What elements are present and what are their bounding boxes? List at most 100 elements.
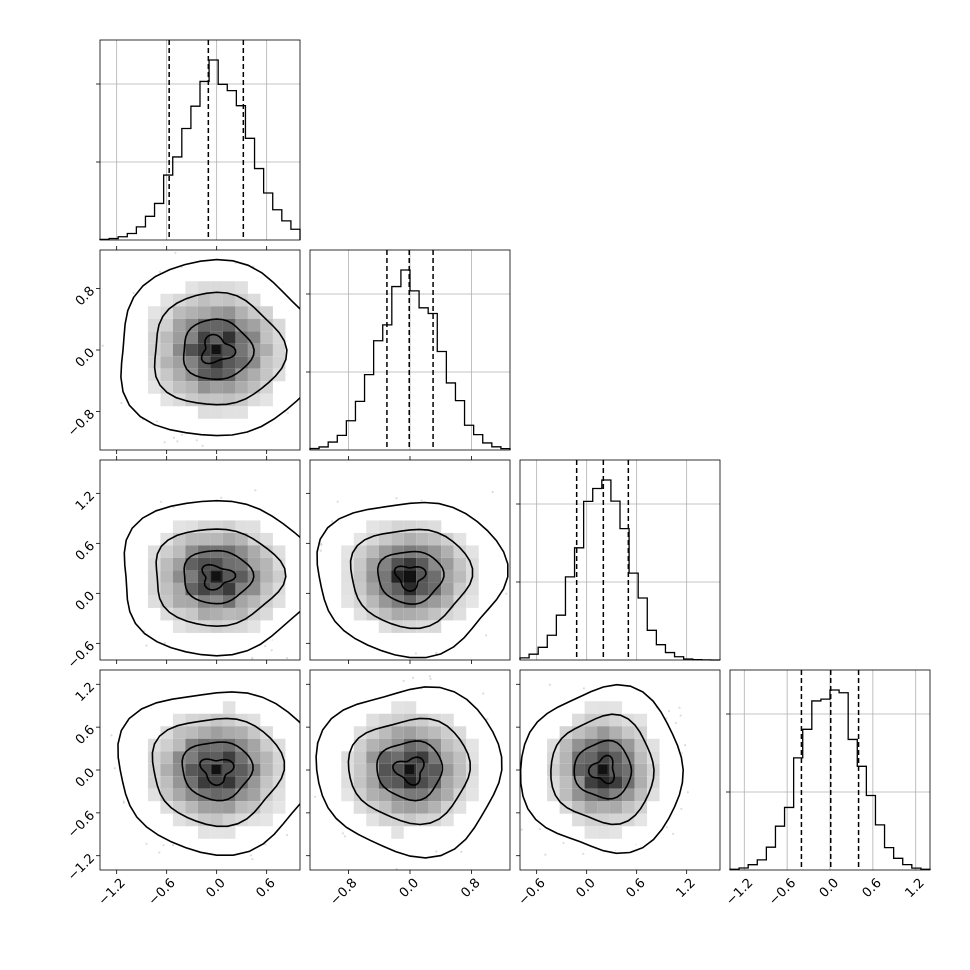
density-bin [260, 381, 273, 394]
density-bin [160, 532, 173, 546]
density-bin [235, 582, 248, 596]
histogram-steps [519, 479, 721, 661]
density-bin [172, 570, 186, 583]
density-bin [172, 331, 186, 344]
density-bin [260, 356, 273, 369]
contour-level-4 [199, 758, 235, 787]
density-bin [416, 620, 429, 633]
density-bin [272, 331, 286, 344]
density-bin [197, 726, 211, 739]
sample-point [303, 810, 305, 812]
sample-point [303, 355, 305, 357]
density-bin [160, 343, 173, 357]
density-bin [247, 331, 261, 344]
density-bin [235, 607, 248, 621]
density-bin [353, 532, 367, 546]
density-bin [366, 595, 379, 608]
density-bin [272, 763, 286, 777]
density-bin [160, 545, 173, 558]
density-bin [185, 801, 198, 814]
sample-point [172, 436, 175, 439]
density-bin [210, 393, 223, 407]
density-bin [441, 595, 454, 608]
density-bin [222, 406, 236, 419]
density-bin [416, 520, 429, 533]
density-bin [441, 557, 454, 571]
density-bin [341, 545, 354, 558]
density-bin [160, 751, 173, 764]
density-bin [160, 368, 173, 382]
density-bin [247, 801, 261, 814]
density-bin [366, 813, 379, 827]
density-bin [416, 532, 429, 546]
density-bin [247, 620, 261, 633]
sample-point [505, 592, 508, 595]
panel-frame [309, 249, 511, 451]
density-bin [378, 607, 392, 621]
density-bin [235, 788, 248, 802]
density-bin [185, 381, 198, 394]
sample-point [411, 676, 415, 680]
density-bin [185, 726, 198, 739]
density-bin [272, 545, 286, 558]
density-bin [160, 356, 173, 369]
density-bin [391, 776, 404, 789]
density-bin [147, 318, 161, 332]
density-bin [247, 582, 261, 596]
density-bin [210, 607, 223, 621]
contour-level-1 [316, 501, 509, 659]
density-bin [441, 713, 454, 727]
density-bin [210, 381, 223, 394]
density-bin [260, 331, 273, 344]
density-bin [247, 738, 261, 752]
sample-point [180, 433, 184, 436]
sample-point [174, 251, 177, 254]
sample-point [421, 876, 423, 878]
contour-level-3 [183, 549, 255, 605]
density-bin [185, 763, 198, 777]
sample-point [251, 656, 254, 660]
density-bin [260, 751, 273, 764]
density-bin [366, 776, 379, 789]
density-bin [185, 331, 198, 344]
sample-point [512, 527, 514, 529]
sample-point [155, 420, 159, 423]
density-bin [272, 801, 286, 814]
density-bin [378, 751, 392, 764]
sample-point [402, 679, 405, 683]
density-bin [197, 776, 211, 789]
density-bin [160, 776, 173, 789]
density-bin [185, 532, 198, 546]
density-bin [160, 293, 173, 307]
density-bin [366, 582, 379, 596]
sample-point [176, 440, 179, 443]
density-bin [416, 751, 429, 764]
density-bin [172, 557, 186, 571]
density-bin [378, 776, 392, 789]
density-bin [235, 557, 248, 571]
density-bin [378, 620, 392, 633]
density-bin [210, 293, 223, 307]
density-bin [235, 532, 248, 546]
density-bin [272, 318, 286, 332]
density-bin [247, 813, 261, 827]
density-bin [235, 545, 248, 558]
density-bin [403, 751, 417, 764]
density-bin [197, 582, 211, 596]
sample-point [435, 651, 438, 654]
density-bin [210, 726, 223, 739]
density-bin [172, 343, 186, 357]
density-bin [185, 281, 198, 294]
density-bin [185, 713, 198, 727]
density-bin [441, 607, 454, 621]
density-bin [197, 532, 211, 546]
density-bin [197, 738, 211, 752]
sample-point [110, 734, 113, 737]
density-bin [172, 520, 186, 533]
density-bin [353, 607, 367, 621]
density-bin [172, 356, 186, 369]
density-bin [378, 557, 392, 571]
density-bin [428, 545, 442, 558]
density-bin [185, 520, 198, 533]
contour-level-2 [349, 528, 474, 630]
